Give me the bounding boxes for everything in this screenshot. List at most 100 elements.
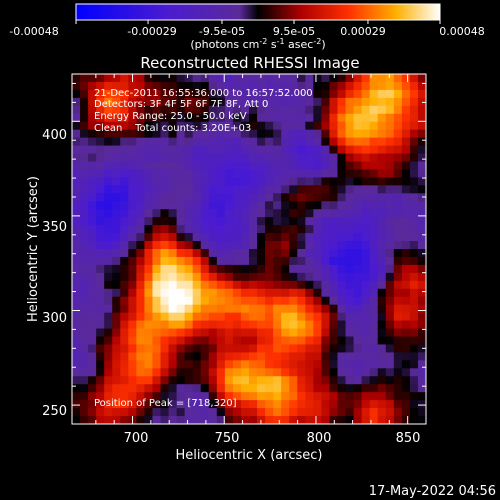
heatmap-cell: [401, 304, 411, 314]
heatmap-cell: [232, 272, 242, 282]
heatmap-cell: [257, 408, 266, 417]
heatmap-cell: [200, 344, 210, 353]
heatmap-cell: [369, 288, 379, 298]
heatmap-cell: [385, 193, 395, 202]
heatmap-cell: [176, 113, 186, 123]
heatmap-cell: [88, 352, 97, 361]
heatmap-cell: [104, 169, 113, 178]
heatmap-cell: [321, 209, 331, 218]
heatmap-cell: [72, 185, 81, 194]
heatmap-cell: [152, 113, 162, 123]
heatmap-cell: [385, 137, 395, 147]
heatmap-cell: [353, 145, 363, 155]
heatmap-cell: [224, 336, 234, 346]
heatmap-cell: [192, 225, 202, 234]
heatmap-cell: [192, 233, 202, 242]
heatmap-cell: [152, 89, 162, 99]
heatmap-cell: [200, 153, 210, 163]
heatmap-cell: [216, 105, 226, 115]
heatmap-cell: [96, 161, 105, 171]
heatmap-cell: [385, 312, 395, 322]
heatmap-cell: [96, 145, 105, 155]
heatmap-cell: [273, 113, 282, 123]
heatmap-cell: [313, 145, 323, 155]
heatmap-cell: [377, 225, 387, 234]
heatmap-cell: [353, 121, 363, 131]
heatmap-cell: [313, 264, 323, 274]
heatmap-cell: [249, 74, 258, 83]
heatmap-cell: [249, 161, 258, 171]
heatmap-cell: [208, 169, 218, 178]
heatmap-cell: [257, 185, 266, 194]
heatmap-cell: [216, 97, 226, 107]
heatmap-cell: [216, 280, 226, 290]
heatmap-cell: [192, 97, 202, 107]
heatmap-cell: [120, 416, 129, 424]
heatmap-cell: [152, 177, 162, 186]
heatmap-cell: [329, 225, 339, 234]
heatmap-cell: [80, 272, 89, 282]
heatmap-cell: [168, 320, 178, 330]
heatmap-cell: [409, 320, 419, 330]
heatmap-cell: [208, 400, 218, 409]
heatmap-cell: [417, 74, 426, 83]
heatmap-cell: [224, 256, 234, 266]
heatmap-cell: [321, 384, 331, 393]
heatmap-cell: [240, 81, 250, 91]
heatmap-cell: [249, 336, 258, 346]
y-axis-label: Heliocentric Y (arcsec): [26, 176, 41, 322]
heatmap-cell: [88, 193, 97, 202]
heatmap-cell: [353, 320, 363, 330]
heatmap-cell: [200, 129, 210, 139]
heatmap-cell: [393, 217, 403, 226]
heatmap-cell: [417, 169, 426, 178]
heatmap-cell: [128, 376, 137, 385]
heatmap-cell: [200, 304, 210, 314]
heatmap-cell: [88, 105, 97, 115]
heatmap-cell: [104, 137, 113, 147]
heatmap-cell: [409, 384, 419, 393]
heatmap-cell: [176, 129, 186, 139]
heatmap-cell: [369, 392, 379, 401]
heatmap-cell: [232, 97, 242, 107]
heatmap-cell: [417, 105, 426, 115]
heatmap-cell: [417, 336, 426, 346]
heatmap-cell: [136, 384, 146, 393]
heatmap-cell: [224, 400, 234, 409]
heatmap-cell: [401, 312, 411, 322]
heatmap-cell: [313, 161, 323, 171]
heatmap-cell: [353, 336, 363, 346]
heatmap-cell: [353, 312, 363, 322]
heatmap-cell: [265, 376, 274, 385]
heatmap-cell: [240, 177, 250, 186]
heatmap-cell: [401, 201, 411, 210]
heatmap-cell: [112, 312, 121, 322]
heatmap-cell: [313, 249, 323, 258]
heatmap-cell: [273, 169, 282, 178]
heatmap-cell: [200, 400, 210, 409]
heatmap-cell: [401, 384, 411, 393]
heatmap-cell: [353, 153, 363, 163]
heatmap-cell: [104, 264, 113, 274]
heatmap-cell: [265, 384, 274, 393]
heatmap-cell: [257, 153, 266, 163]
heatmap-cell: [144, 105, 154, 115]
heatmap-cell: [120, 352, 129, 361]
heatmap-cell: [128, 201, 137, 210]
heatmap-cell: [144, 89, 154, 99]
heatmap-cell: [128, 225, 137, 234]
heatmap-cell: [313, 185, 323, 194]
heatmap-cell: [216, 416, 226, 424]
heatmap-cell: [168, 280, 178, 290]
heatmap-cell: [104, 97, 113, 107]
heatmap-cell: [232, 408, 242, 417]
heatmap-cell: [152, 296, 162, 306]
heatmap-cell: [128, 137, 137, 147]
heatmap-cell: [289, 304, 298, 314]
heatmap-cell: [337, 241, 347, 250]
heatmap-cell: [224, 177, 234, 186]
heatmap-cell: [385, 288, 395, 298]
heatmap-cell: [192, 280, 202, 290]
heatmap-cell: [224, 185, 234, 194]
heatmap-cell: [273, 320, 282, 330]
